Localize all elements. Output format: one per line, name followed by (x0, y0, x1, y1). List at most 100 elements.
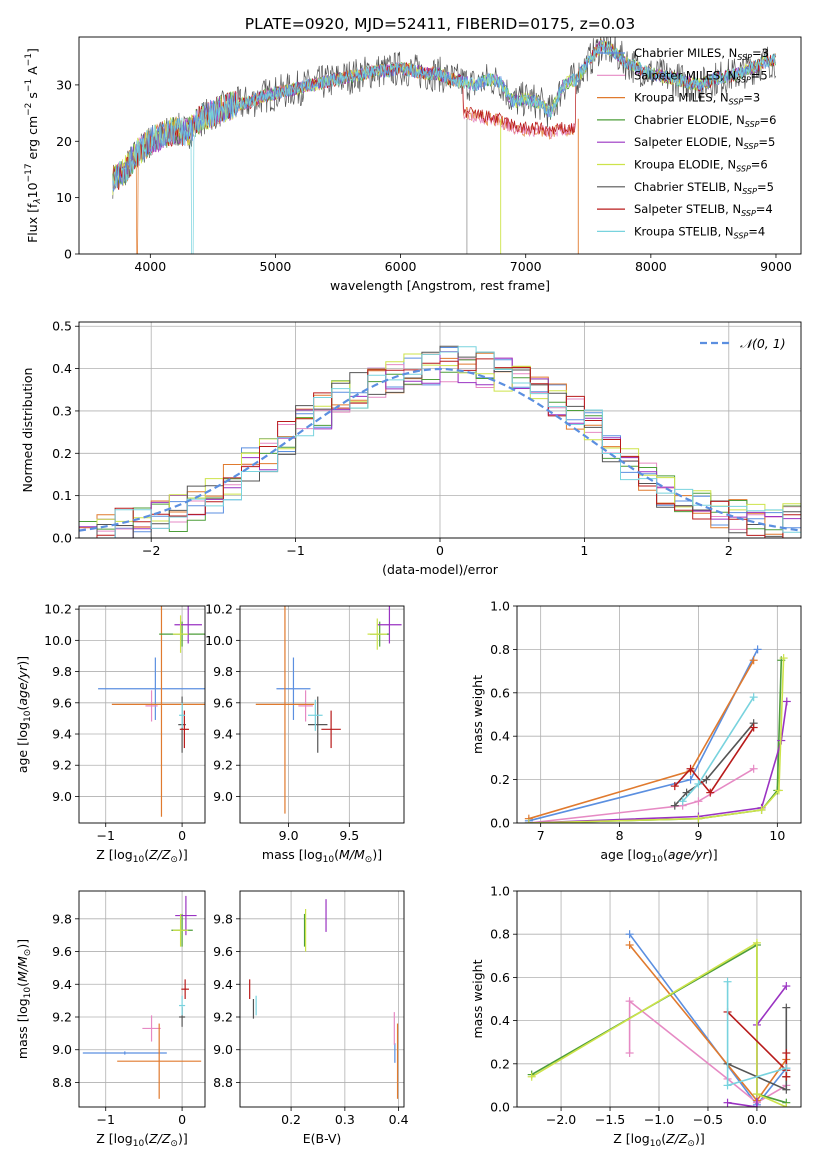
tick-label-y: 9.8 (213, 664, 233, 679)
chart-panel-3: −1 09.09.29.49.69.810.010.2Z [log10(Z/Z⊙)… (15, 602, 206, 865)
label-part: ⊙ (170, 1139, 178, 1149)
tick-label-x: 0.3 (335, 1112, 355, 1127)
plot-area (524, 645, 791, 823)
label-part: Chabrier MILES, N (634, 46, 737, 60)
label-part: 10 (133, 1139, 145, 1149)
weight-line (528, 649, 759, 822)
label-part: 10 (323, 855, 335, 865)
label-part: −17 (24, 163, 34, 182)
tick-label-x: 0 (178, 828, 186, 843)
label-part: Salpeter STELIB, N (634, 202, 741, 216)
tick-label-y: 9.2 (52, 758, 72, 773)
tick-label-x: 1 (580, 543, 588, 558)
label-part: =4 (748, 224, 765, 238)
legend-entry: Salpeter ELODIE, NSSP=5 (634, 135, 775, 151)
label-part: ⊙ (23, 949, 33, 957)
legend-entry: Chabrier ELODIE, NSSP=6 (634, 113, 776, 129)
tick-label-y: 0.1 (52, 488, 72, 503)
legend-entry: 𝒩(0, 1) (740, 336, 786, 351)
tick-label-y: 9.6 (213, 695, 233, 710)
x-axis-label: age [log10(age/yr)] (600, 847, 717, 865)
label-part: )] (178, 1131, 188, 1146)
tick-label-y: 0.8 (490, 927, 510, 942)
tick-label-x: 0 (436, 543, 444, 558)
legend-entry: Chabrier STELIB, NSSP=5 (634, 180, 774, 196)
label-part: SSP (736, 165, 751, 174)
tick-label-x: −1.5 (595, 1112, 625, 1127)
tick-label-y: 9.4 (213, 977, 233, 992)
tick-label-y: 9.0 (52, 789, 72, 804)
label-part: −2 (24, 103, 34, 116)
axes-frame (239, 890, 405, 1108)
label-part: =3 (743, 91, 760, 105)
label-part: Salpeter MILES, N (634, 68, 736, 82)
axes-frame (78, 36, 802, 255)
legend-entry: Kroupa ELODIE, NSSP=6 (634, 158, 768, 174)
tick-label-x: 6000 (385, 259, 417, 274)
axes-frame (516, 605, 802, 824)
label-part: 10 (652, 855, 664, 865)
label-part: SSP (736, 75, 751, 84)
weight-line (531, 941, 787, 1107)
histogram-step (79, 345, 801, 538)
chart-panel-8: −2.0 −1.5 −1.0 −0.5 0.0 0.0 0.2 0.4 0.6 0.8 1.0 Z [… (470, 884, 802, 1149)
label-part: =3 (752, 46, 769, 60)
y-axis-label: mass weight (470, 675, 485, 754)
tick-label-y: 0.4 (52, 361, 72, 376)
label-part: ( (334, 847, 339, 862)
tick-label-y: 0.0 (490, 816, 510, 831)
label-part: =5 (758, 135, 775, 149)
tick-label-y: 0.2 (52, 446, 72, 461)
tick-label-y: 9.6 (52, 944, 72, 959)
tick-label-x: 2 (725, 543, 733, 558)
tick-label-x: 0.4 (389, 1112, 409, 1127)
tick-label-y: 0.0 (490, 1100, 510, 1115)
plot-area (98, 606, 205, 817)
tick-label-x: 0.2 (281, 1112, 301, 1127)
tick-label-y: 10.0 (205, 633, 233, 648)
axes-frame (516, 890, 802, 1108)
label-part: Kroupa STELIB, N (634, 224, 734, 238)
tick-label-y: 10.2 (44, 602, 72, 617)
label-part: λ (33, 198, 43, 204)
label-part: )] (695, 1131, 705, 1146)
tick-label-y: 9.0 (213, 1042, 233, 1057)
label-part: M/M (339, 847, 365, 862)
weight-line (528, 659, 755, 820)
chart-panel-1: 4000 5000 6000 7000 8000 9000 0 10 20 30 wavelengt… (24, 36, 802, 293)
label-part: Normed distribution (20, 368, 35, 493)
label-part: =4 (756, 202, 773, 216)
label-part: Kroupa MILES, N (634, 91, 729, 105)
tick-label-y: 9.4 (213, 727, 233, 742)
tick-label-y: 0.5 (52, 319, 72, 334)
label-part: SSP (744, 142, 759, 151)
spectrum-line (112, 39, 776, 254)
tick-label-y: 0 (64, 247, 72, 262)
tick-label-y: 9.2 (213, 1010, 233, 1025)
x-axis-label: wavelength [Angstrom, rest frame] (330, 278, 550, 293)
label-part: mass [log (15, 998, 30, 1059)
histogram-step (79, 346, 801, 538)
tick-label-y: 0.4 (490, 729, 510, 744)
axes-frame (78, 605, 206, 824)
tick-label-y: 9.6 (213, 944, 233, 959)
tick-label-x: −0.5 (693, 1112, 723, 1127)
label-part: age/yr (15, 665, 30, 706)
x-axis-label: mass [log10(M/M⊙)] (262, 847, 382, 865)
x-axis-label: Z [log10(Z/Z⊙)] (96, 847, 187, 865)
label-part: wavelength [Angstrom, rest frame] (330, 278, 550, 293)
y-axis-label: age [log10(age/yr)] (15, 656, 33, 773)
label-part: Chabrier STELIB, N (634, 180, 742, 194)
label-part: age [log (15, 722, 30, 773)
tick-label-y: 0.2 (490, 1056, 510, 1071)
tick-label-y: 10.2 (205, 602, 233, 617)
label-part: age [log (600, 847, 651, 862)
plot-area (249, 899, 399, 1099)
tick-label-x: 9.5 (339, 828, 359, 843)
tick-label-x: 9000 (760, 259, 792, 274)
label-part: 10 (25, 182, 40, 198)
tick-label-y: 0.3 (52, 403, 72, 418)
tick-label-y: 0.2 (490, 772, 510, 787)
weight-line (682, 696, 755, 802)
